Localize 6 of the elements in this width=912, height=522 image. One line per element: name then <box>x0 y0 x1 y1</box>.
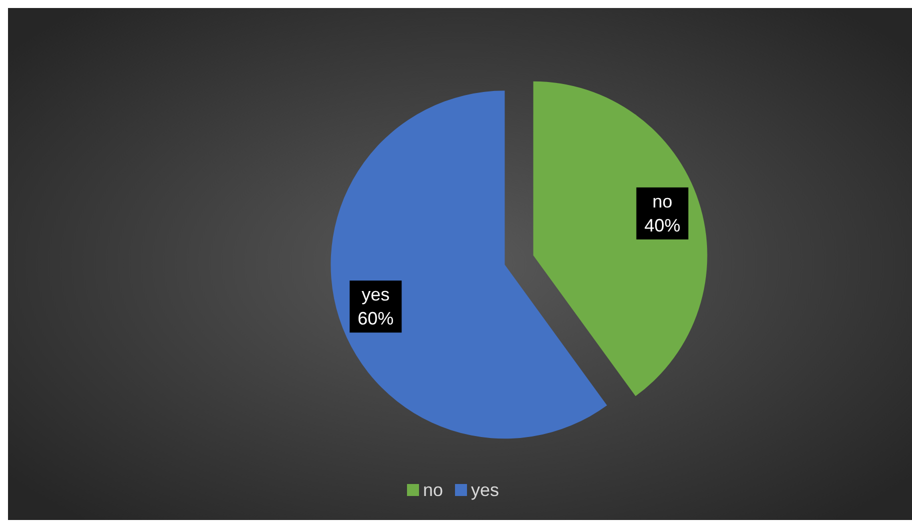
slice-label: no <box>652 191 672 212</box>
slice-label: yes <box>362 284 390 305</box>
data-label: 40% <box>644 215 680 236</box>
legend-label: yes <box>471 480 500 500</box>
data-label: 60% <box>358 308 394 329</box>
legend-label: no <box>423 480 444 500</box>
